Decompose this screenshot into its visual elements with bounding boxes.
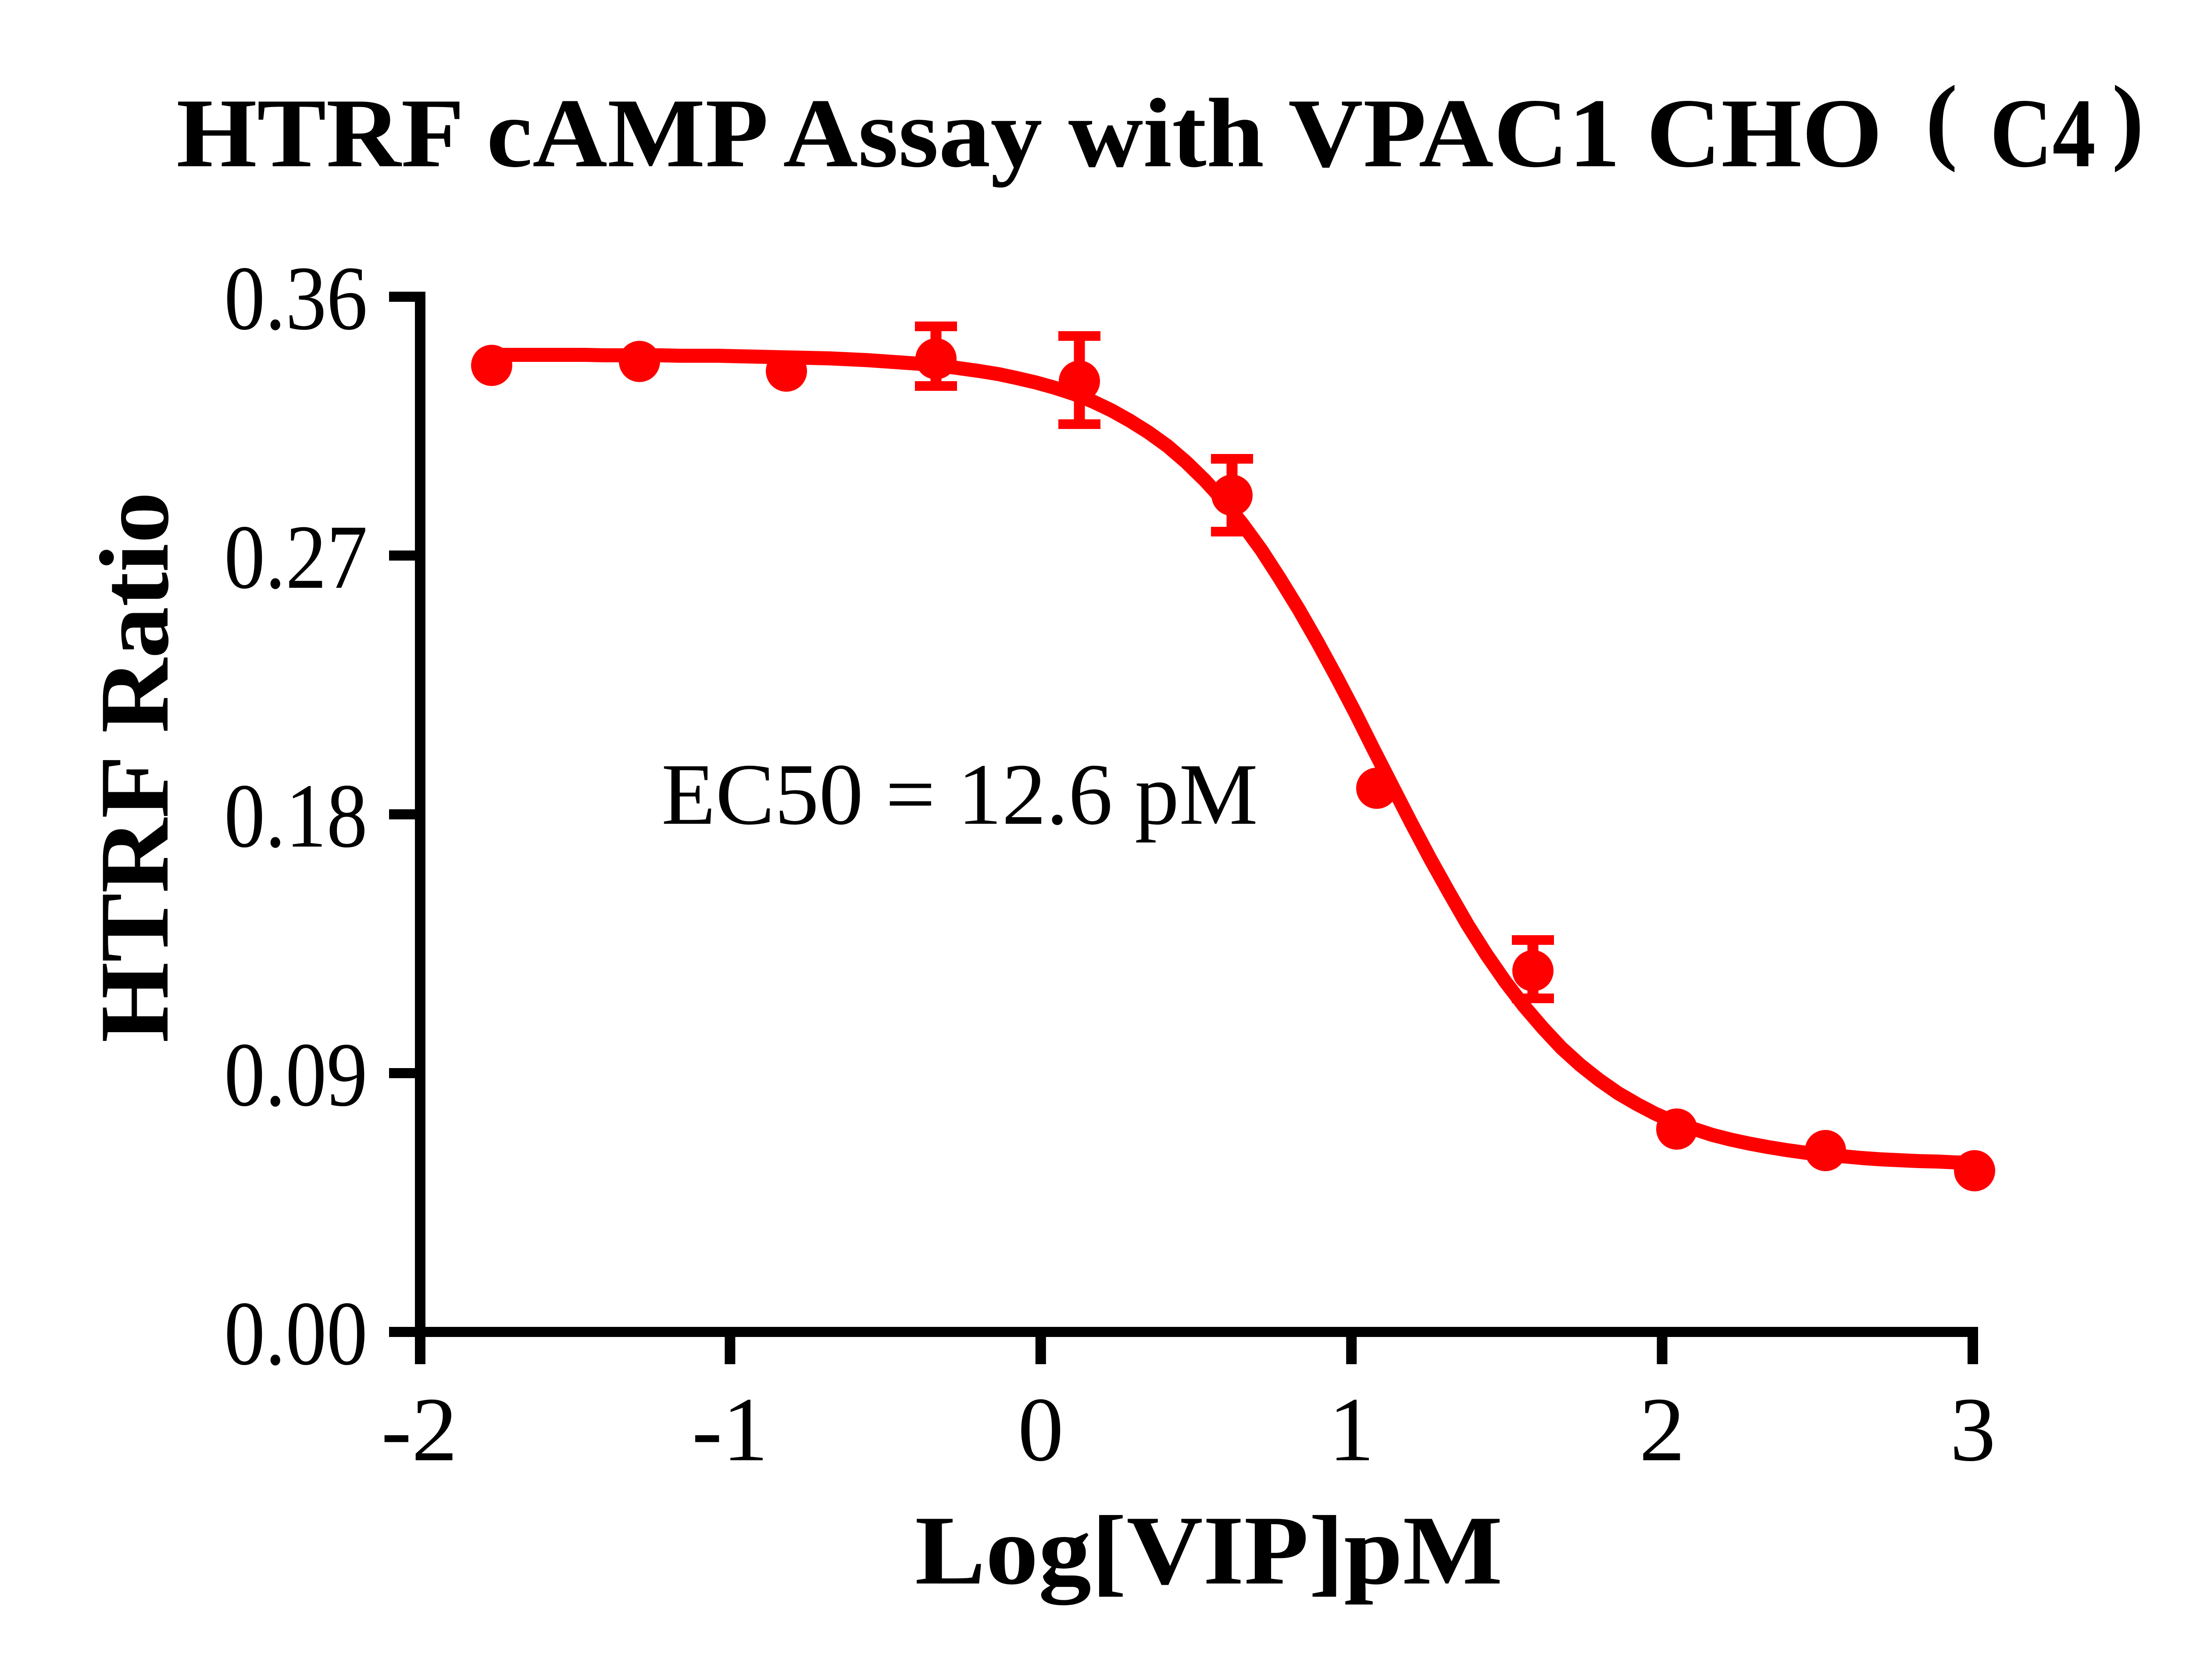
svg-text:2: 2 bbox=[1639, 1379, 1685, 1480]
svg-text:(: ( bbox=[1925, 66, 1957, 173]
svg-text:0: 0 bbox=[1018, 1379, 1064, 1480]
svg-text:3: 3 bbox=[1950, 1379, 1996, 1480]
svg-text:0.18: 0.18 bbox=[224, 765, 368, 867]
svg-text:0.09: 0.09 bbox=[224, 1024, 368, 1126]
svg-text:): ) bbox=[2112, 66, 2144, 173]
svg-text:C4: C4 bbox=[1990, 78, 2096, 188]
svg-text:0.00: 0.00 bbox=[224, 1283, 368, 1384]
svg-text:Log[VIP]pM: Log[VIP]pM bbox=[915, 1495, 1503, 1605]
svg-text:0.27: 0.27 bbox=[224, 507, 368, 608]
svg-text:-2: -2 bbox=[381, 1379, 457, 1480]
svg-text:0.36: 0.36 bbox=[224, 248, 368, 349]
svg-text:HTRF cAMP Assay with VPAC1 CHO: HTRF cAMP Assay with VPAC1 CHO bbox=[176, 78, 1882, 188]
svg-text:HTRF Ratio: HTRF Ratio bbox=[79, 492, 189, 1043]
svg-text:-1: -1 bbox=[692, 1379, 768, 1480]
svg-text:EC50 = 12.6 pM: EC50 = 12.6 pM bbox=[661, 746, 1258, 843]
svg-text:1: 1 bbox=[1329, 1379, 1375, 1480]
